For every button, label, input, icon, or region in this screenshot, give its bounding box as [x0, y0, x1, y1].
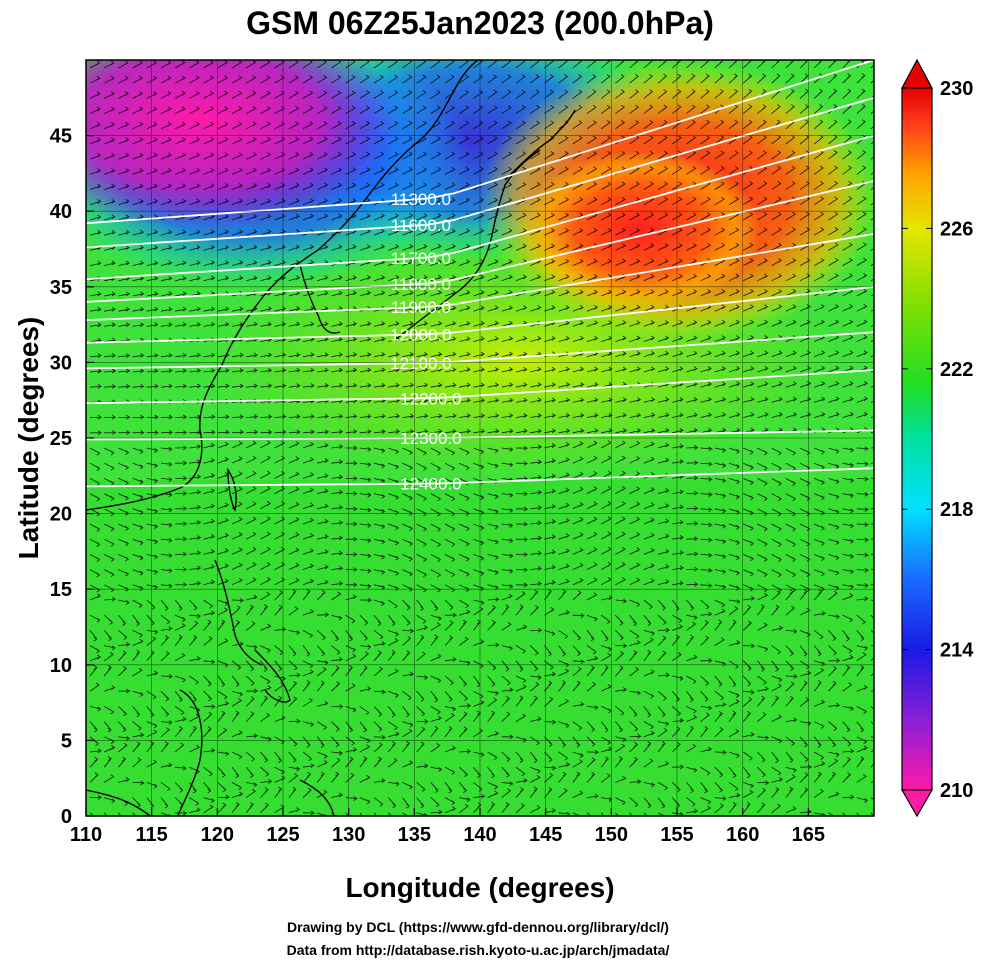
streamline-row [89, 455, 874, 471]
streamline-row [89, 440, 874, 456]
x-tick-label: 135 [398, 824, 431, 846]
x-tick-label: 150 [595, 824, 628, 846]
x-tick-label: 140 [463, 824, 496, 846]
y-tick-label: 15 [50, 579, 72, 601]
x-tick-label: 155 [660, 824, 693, 846]
streamline-row [89, 242, 874, 251]
coastline [86, 60, 576, 816]
y-tick-label: 20 [50, 504, 72, 526]
colorbar-ticks: 210 214 218 222 226 230 [902, 78, 974, 802]
colorbar-tick-label: 218 [940, 499, 973, 521]
y-tick-label: 30 [50, 352, 72, 374]
streamline-row [89, 577, 874, 593]
streamline-row [89, 485, 874, 502]
streamline-row [89, 801, 874, 816]
x-tick-label: 120 [201, 824, 234, 846]
y-tick-label: 45 [50, 126, 72, 148]
streamline-row [89, 649, 874, 672]
streamline-row [89, 741, 874, 763]
streamline-row [89, 501, 874, 517]
streamline-row [89, 604, 874, 627]
streamline-row [89, 771, 874, 794]
streamline-row [89, 165, 874, 175]
y-tick-label: 0 [61, 806, 72, 828]
x-tick-label: 125 [266, 824, 299, 846]
streamline-row [89, 589, 874, 611]
y-tick-label: 25 [50, 428, 72, 450]
contour-label: 11800.0 [391, 275, 451, 294]
x-axis-ticks: 110 115 120 125 130 135 140 145 150 155 160 165 [70, 808, 825, 846]
x-tick-label: 145 [529, 824, 562, 846]
contour-label: 12300.0 [400, 429, 461, 448]
streamline-row [89, 516, 874, 532]
x-tick-label: 160 [726, 824, 759, 846]
streamline-row [89, 546, 874, 563]
streamline-row [89, 60, 874, 69]
streamline-row [89, 561, 874, 578]
streamline-row [89, 710, 874, 733]
contour-label: 12200.0 [400, 389, 461, 408]
contour-label: 11600.0 [391, 216, 451, 235]
x-tick-label: 110 [70, 824, 102, 846]
streamline-row [89, 380, 874, 389]
streamline-row [89, 226, 874, 236]
colorbar-tick-label: 222 [940, 359, 973, 381]
y-tick-label: 10 [50, 655, 72, 677]
streamline-row [89, 103, 874, 114]
x-tick-label: 130 [332, 824, 365, 846]
contour-label: 12000.0 [390, 325, 451, 344]
warm-core [520, 150, 760, 310]
colorbar-extend-max [900, 58, 934, 89]
colorbar-tick-label: 226 [940, 218, 973, 240]
y-tick-label: 40 [50, 201, 72, 223]
streamline-row [89, 288, 874, 297]
y-tick-label: 35 [50, 277, 72, 299]
streamline-row [89, 725, 874, 748]
colorbar-extend-min [900, 789, 934, 818]
credit-drawing: Drawing by DCL (https://www.gfd-dennou.o… [287, 919, 669, 935]
streamline-row [89, 680, 874, 703]
chart-title: GSM 06Z25Jan2023 (200.0hPa) [246, 5, 714, 41]
contour-label: 12100.0 [390, 354, 451, 373]
contour-label: 11700.0 [391, 249, 451, 268]
y-axis-ticks: 0 5 10 15 20 25 30 35 40 45 [50, 126, 94, 828]
contour-label: 11300.0 [391, 190, 451, 209]
streamline-row [89, 427, 874, 436]
streamline-row [89, 665, 874, 687]
contour-labels: 11300.0 11600.0 11700.0 11800.0 11900.0 12000… [390, 190, 461, 494]
streamline-row [89, 411, 874, 420]
x-axis-title: Longitude (degrees) [345, 872, 614, 903]
streamline-row [89, 531, 874, 547]
streamline-row [89, 756, 874, 779]
credit-data: Data from http://database.rish.kyoto-u.a… [287, 942, 670, 958]
colorbar-tick-label: 230 [940, 78, 973, 100]
streamline-row [89, 634, 874, 657]
streamline-row [89, 470, 874, 487]
plot-area: 11300.0 11600.0 11700.0 11800.0 11900.0 12000… [86, 60, 874, 816]
colorbar-tick-label: 210 [940, 780, 973, 802]
x-tick-label: 115 [136, 824, 168, 846]
streamline-row [89, 88, 874, 99]
x-tick-label: 165 [792, 824, 825, 846]
wind-streamlines [89, 60, 874, 816]
streamline-row [89, 134, 874, 145]
streamline-row [89, 365, 874, 374]
colorbar: 210 214 218 222 226 230 [900, 58, 974, 818]
streamline-row [89, 119, 874, 130]
streamline-row [89, 619, 874, 642]
streamline-row [89, 695, 874, 718]
colorbar-tick-label: 214 [940, 640, 974, 662]
streamline-row [89, 350, 874, 358]
grid-lines [86, 60, 874, 816]
coldest-area [86, 60, 400, 230]
streamline-row [89, 73, 874, 84]
contour-label: 11900.0 [391, 298, 451, 317]
contour-label: 12400.0 [400, 475, 461, 494]
streamline-row [89, 150, 874, 160]
y-axis-title: Latitude (degrees) [13, 317, 44, 560]
streamline-row [89, 180, 874, 190]
y-tick-label: 5 [61, 730, 72, 752]
colorbar-scale [901, 87, 933, 791]
